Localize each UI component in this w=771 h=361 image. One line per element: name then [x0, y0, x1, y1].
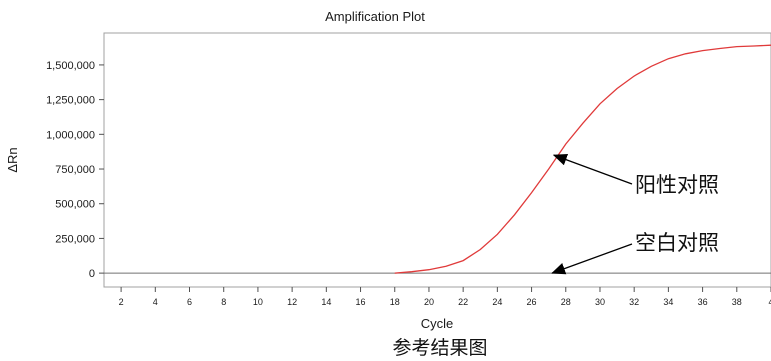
annotation-arrow: [551, 243, 633, 275]
plot-border: [103, 32, 771, 288]
y-tick-label: 0: [89, 268, 95, 280]
x-tick-label: 6: [187, 297, 192, 307]
y-tick-label: 750,000: [55, 164, 95, 176]
x-tick-label: 38: [732, 297, 742, 307]
annotation-arrow: [552, 154, 633, 185]
x-tick-label: 20: [424, 297, 434, 307]
chart-caption: 参考结果图: [392, 337, 487, 359]
chart-title: Amplification Plot: [325, 9, 425, 24]
x-tick-label: 28: [561, 297, 571, 307]
series-layer: [104, 44, 771, 274]
y-tick-label: 500,000: [55, 199, 95, 211]
x-tick-label: 26: [527, 297, 537, 307]
y-tick-label: 1,000,000: [46, 129, 95, 141]
positive-control-curve: [394, 44, 771, 274]
y-tick-label: 1,250,000: [46, 95, 95, 107]
y-axis-label: ΔRn: [5, 147, 20, 172]
x-tick-label: 32: [629, 297, 639, 307]
x-tick-label: 36: [698, 297, 708, 307]
y-tick-label: 250,000: [55, 233, 95, 245]
x-tick-label: 30: [595, 297, 605, 307]
x-tick-label: 16: [356, 297, 366, 307]
x-tick-label: 18: [390, 297, 400, 307]
x-tick-label: 24: [492, 297, 502, 307]
x-tick-label: 22: [458, 297, 468, 307]
plot-area: [103, 32, 771, 288]
x-tick-label: 34: [663, 297, 673, 307]
y-axis-ticks: 0 250,000 500,000 750,000 1,000,000 1,250,000…: [46, 60, 104, 280]
y-tick-label: 1,500,000: [46, 60, 95, 72]
x-tick-label: 8: [221, 297, 226, 307]
x-tick-label: 2: [119, 297, 124, 307]
x-axis-label: Cycle: [421, 316, 454, 331]
x-tick-label: 4: [768, 297, 771, 307]
x-tick-label: 4: [153, 297, 158, 307]
annotation-label: 阳性对照: [635, 173, 719, 197]
x-tick-label: 14: [321, 297, 331, 307]
x-tick-label: 10: [253, 297, 263, 307]
x-tick-label: 12: [287, 297, 297, 307]
x-axis-ticks: 24681012141618202224262830323436384: [119, 287, 771, 307]
annotation-label: 空白对照: [635, 231, 719, 255]
